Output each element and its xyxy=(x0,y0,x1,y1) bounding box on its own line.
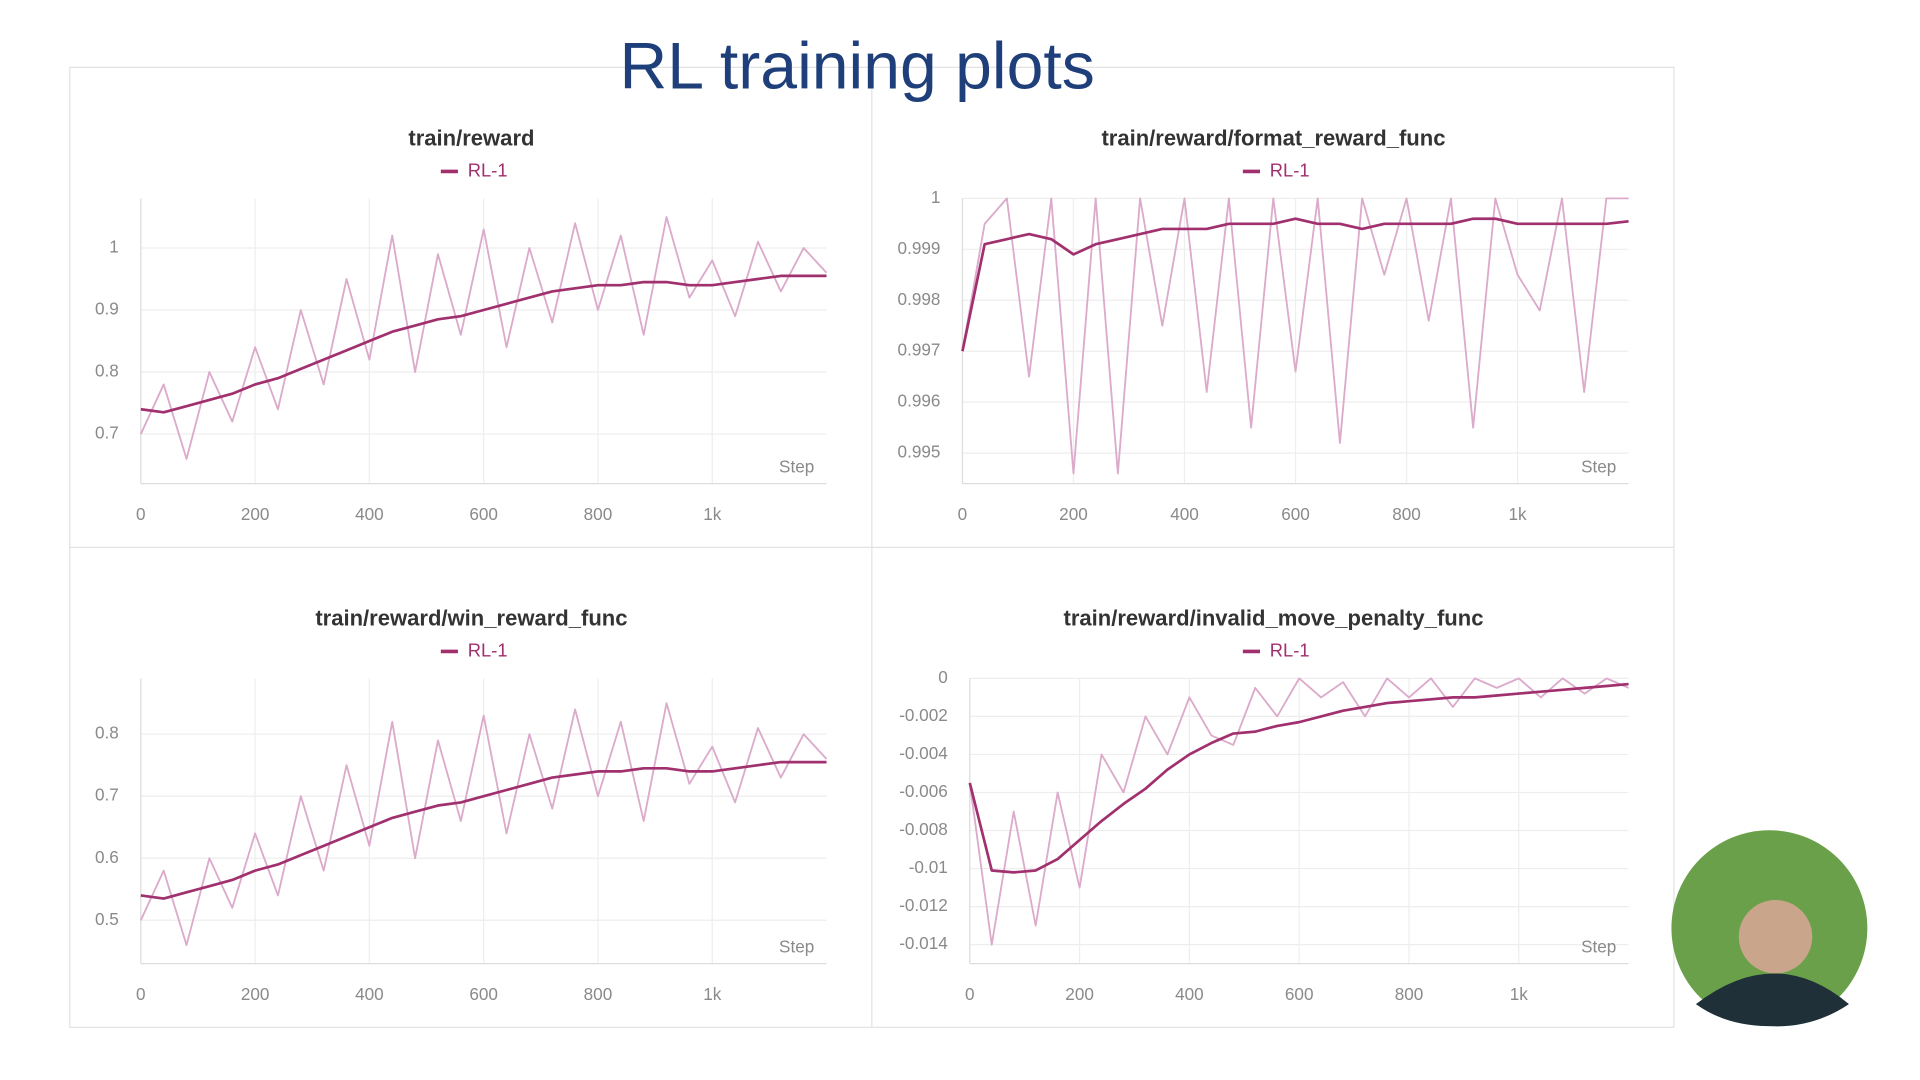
chart-title: train/reward/format_reward_func xyxy=(1101,125,1445,150)
x-tick-label: 400 xyxy=(355,984,384,1004)
chart: train/reward/format_reward_func RL-1 0.995… xyxy=(898,125,1629,524)
webcam xyxy=(1671,830,1868,1027)
y-tick-label: 0.996 xyxy=(898,391,941,411)
y-tick-label: 0 xyxy=(938,667,948,687)
y-tick-label: 1 xyxy=(109,237,119,257)
y-tick-label: 0.8 xyxy=(95,361,119,381)
x-tick-label: 200 xyxy=(1065,984,1094,1004)
legend-label: RL-1 xyxy=(1270,159,1310,180)
x-tick-label: 1k xyxy=(1509,504,1528,524)
x-tick-label: 1k xyxy=(703,984,722,1004)
chart: train/reward/win_reward_func RL-1 0.5 0.6 0.… xyxy=(95,605,828,1004)
y-tick-label: -0.004 xyxy=(899,743,948,763)
x-tick-label: 0 xyxy=(136,504,146,524)
y-tick-label: -0.01 xyxy=(909,857,948,877)
x-tick-label: 200 xyxy=(241,984,270,1004)
chart: train/reward RL-1 0.7 0.8 0.9 1 0 200 400 600 800 1… xyxy=(95,125,828,524)
y-tick-label: 1 xyxy=(931,187,941,207)
y-tick-label: 0.999 xyxy=(898,238,941,258)
raw-line xyxy=(139,702,828,946)
chart: train/reward/invalid_move_penalty_func RL… xyxy=(899,605,1629,1004)
y-tick-label: -0.012 xyxy=(899,895,948,915)
legend-label: RL-1 xyxy=(468,639,508,660)
y-tick-label: 0.8 xyxy=(95,723,119,743)
y-tick-label: 0.5 xyxy=(95,909,119,929)
x-tick-label: 400 xyxy=(1170,504,1199,524)
x-tick-label: 0 xyxy=(965,984,975,1004)
y-tick-label: 0.9 xyxy=(95,299,119,319)
x-tick-label: 800 xyxy=(1392,504,1421,524)
y-tick-label: 0.7 xyxy=(95,423,119,443)
x-tick-label: 0 xyxy=(958,504,968,524)
chart-title: train/reward/invalid_move_penalty_func xyxy=(1063,605,1483,630)
raw-line xyxy=(139,216,828,460)
x-axis-label: Step xyxy=(1581,456,1616,476)
x-axis-label: Step xyxy=(779,936,814,956)
y-tick-label: -0.006 xyxy=(899,781,948,801)
y-tick-label: 0.998 xyxy=(898,289,941,309)
y-tick-label: 0.995 xyxy=(898,442,941,462)
y-tick-label: -0.014 xyxy=(899,933,948,953)
x-tick-label: 800 xyxy=(1395,984,1424,1004)
y-tick-label: -0.008 xyxy=(899,819,948,839)
x-tick-label: 0 xyxy=(136,984,146,1004)
x-tick-label: 400 xyxy=(1175,984,1204,1004)
x-tick-label: 200 xyxy=(1059,504,1088,524)
y-tick-label: 0.997 xyxy=(898,340,941,360)
x-tick-label: 600 xyxy=(469,504,498,524)
smoothed-line xyxy=(968,682,1629,874)
x-tick-label: 400 xyxy=(355,504,384,524)
y-tick-label: -0.002 xyxy=(899,705,948,725)
x-tick-label: 800 xyxy=(584,984,613,1004)
chart-title: train/reward/win_reward_func xyxy=(315,605,627,630)
smoothed-line xyxy=(961,217,1629,352)
smoothed-line xyxy=(140,274,827,414)
x-tick-label: 1k xyxy=(1510,984,1529,1004)
raw-line xyxy=(961,197,1629,475)
x-tick-label: 800 xyxy=(584,504,613,524)
x-axis-label: Step xyxy=(1581,936,1616,956)
x-tick-label: 200 xyxy=(241,504,270,524)
x-tick-label: 600 xyxy=(469,984,498,1004)
smoothed-line xyxy=(140,760,827,900)
x-tick-label: 600 xyxy=(1285,984,1314,1004)
y-tick-label: 0.6 xyxy=(95,847,119,867)
legend-label: RL-1 xyxy=(1270,639,1310,660)
x-tick-label: 1k xyxy=(703,504,722,524)
raw-line xyxy=(968,677,1629,946)
x-axis-label: Step xyxy=(779,456,814,476)
y-tick-label: 0.7 xyxy=(95,785,119,805)
x-tick-label: 600 xyxy=(1281,504,1310,524)
page-title: RL training plots xyxy=(620,29,1095,103)
chart-title: train/reward xyxy=(408,125,534,150)
legend-label: RL-1 xyxy=(468,159,508,180)
